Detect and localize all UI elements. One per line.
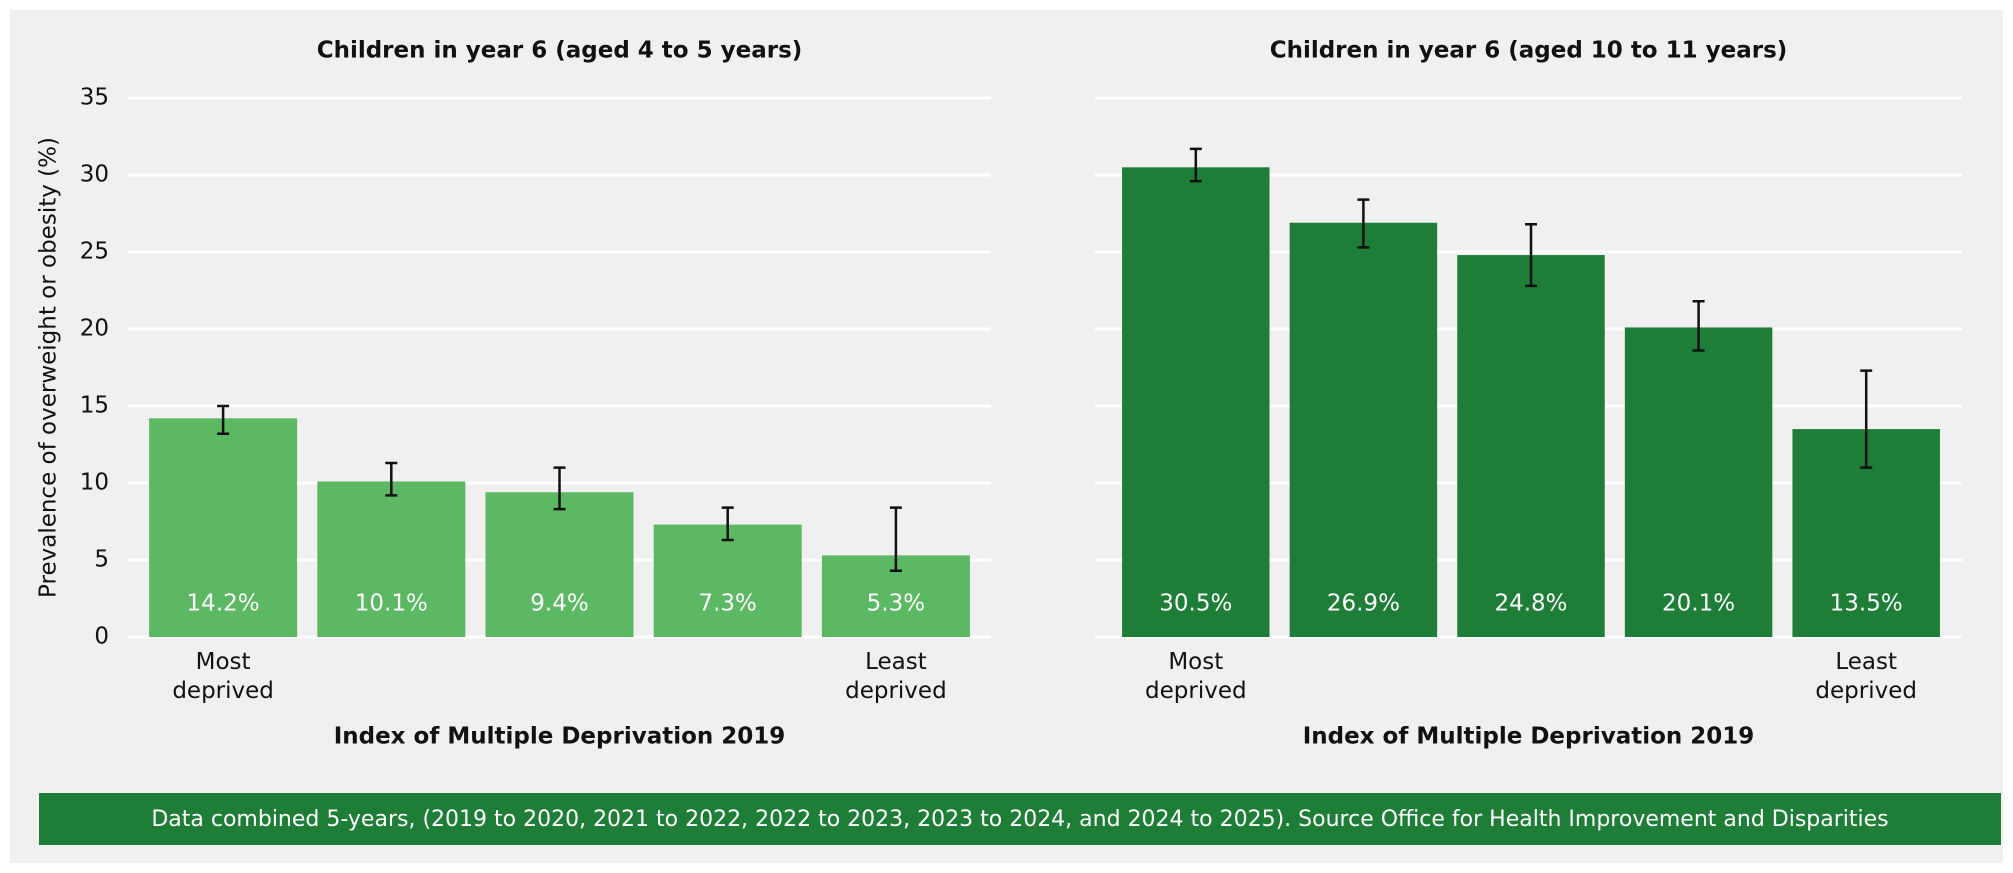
value-label: 9.4%	[530, 591, 588, 617]
x-axis-title: Index of Multiple Deprivation 2019	[1303, 724, 1755, 750]
chart-title: Children in year 6 (aged 4 to 5 years)	[317, 38, 803, 64]
error-bar	[385, 461, 398, 497]
bar	[149, 418, 298, 637]
error-bar	[1357, 198, 1370, 249]
error-bar	[1525, 223, 1537, 288]
x-axis-title: Index of Multiple Deprivation 2019	[334, 724, 786, 750]
bar	[1457, 255, 1605, 637]
y-tick-label: 15	[80, 393, 109, 419]
value-label: 10.1%	[355, 591, 428, 617]
value-label: 30.5%	[1159, 591, 1232, 617]
error-bar	[721, 506, 734, 542]
footer: Data combined 5-years, (2019 to 2020, 20…	[39, 793, 2001, 845]
x-tick-label: Least deprived	[1815, 649, 1917, 704]
value-label: 13.5%	[1830, 591, 1903, 617]
y-tick-label: 20	[80, 316, 109, 342]
error-bar	[889, 506, 902, 573]
value-label: 26.9%	[1327, 591, 1400, 617]
error-bar	[1692, 300, 1705, 352]
bar	[485, 492, 634, 637]
error-bar	[217, 404, 230, 435]
y-tick-label: 10	[80, 470, 109, 496]
bar	[317, 481, 466, 637]
bar	[1122, 167, 1270, 638]
bar	[1624, 327, 1773, 637]
value-label: 7.3%	[698, 591, 756, 617]
error-bar	[1189, 147, 1202, 183]
x-tick-label: Most deprived	[1145, 649, 1247, 704]
y-axis-title: Prevalence of overweight or obesity (%)	[36, 137, 62, 598]
value-label: 5.3%	[867, 591, 925, 617]
bar	[1289, 222, 1438, 638]
value-label: 14.2%	[187, 591, 260, 617]
y-tick-label: 0	[94, 624, 109, 650]
value-label: 20.1%	[1662, 591, 1735, 617]
x-tick-label: Least deprived	[845, 649, 947, 704]
bar	[653, 524, 802, 637]
x-tick-label: Most deprived	[172, 649, 274, 704]
error-bar	[1860, 369, 1873, 469]
y-tick-label: 5	[94, 547, 109, 573]
y-tick-label: 35	[80, 85, 109, 111]
error-bar	[553, 466, 566, 511]
y-tick-label: 25	[80, 239, 109, 265]
value-label: 24.8%	[1494, 591, 1567, 617]
chart-title: Children in year 6 (aged 10 to 11 years)	[1270, 38, 1788, 64]
y-tick-label: 30	[80, 162, 109, 188]
